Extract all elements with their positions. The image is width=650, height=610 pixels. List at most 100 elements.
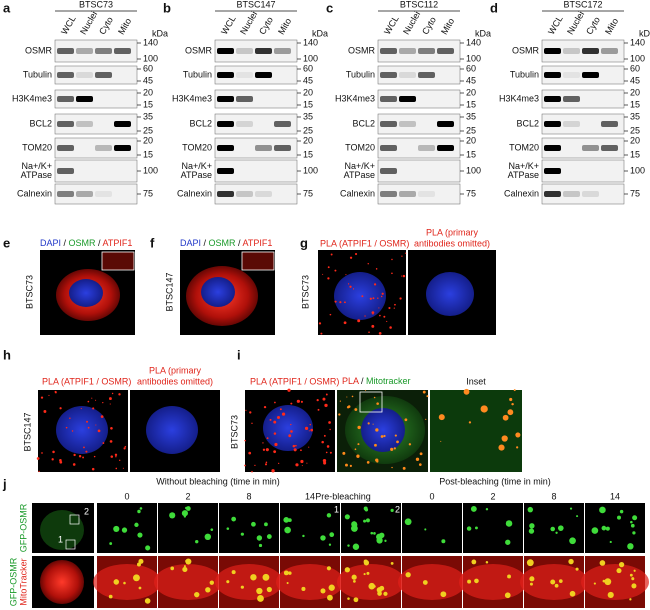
signal-spot xyxy=(123,447,126,450)
frame xyxy=(158,503,218,553)
signal-spot xyxy=(322,458,327,463)
merge-spot xyxy=(474,578,479,584)
gfp-spot xyxy=(441,539,446,544)
signal-spot xyxy=(92,407,95,410)
blot-strip xyxy=(541,137,625,159)
signal-spot xyxy=(95,424,97,426)
gfp-spot xyxy=(195,539,199,544)
band xyxy=(217,72,234,78)
row-label: ATPase xyxy=(508,170,539,180)
signal-spot xyxy=(502,414,509,421)
signal-spot xyxy=(111,392,114,395)
signal-spot xyxy=(300,449,302,452)
signal-spot xyxy=(396,440,399,444)
marker-label: 45 xyxy=(143,75,153,85)
row-label: BCL2 xyxy=(352,118,375,128)
band xyxy=(601,48,618,54)
merge-spot xyxy=(485,560,489,564)
row-label: OSMR xyxy=(348,45,376,55)
marker-label: 75 xyxy=(303,188,313,198)
gfp-spot xyxy=(569,507,573,510)
lane-label: Nuclei xyxy=(565,10,586,37)
merge-spot xyxy=(185,559,188,563)
band xyxy=(563,191,580,197)
lane-label: Cyto xyxy=(97,15,115,36)
signal-spot xyxy=(404,418,408,422)
merge-spot xyxy=(288,571,292,575)
cell-line-label: BTSC147 xyxy=(22,412,32,451)
time-label: 14 xyxy=(305,491,315,501)
signal-spot xyxy=(328,421,331,424)
band xyxy=(95,72,112,78)
signal-spot xyxy=(115,467,118,470)
signal-spot xyxy=(306,462,308,464)
signal-spot xyxy=(72,463,76,466)
signal-spot xyxy=(507,409,514,416)
signal-spot xyxy=(399,297,402,300)
gfp-spot xyxy=(363,519,367,523)
panel-letter: f xyxy=(150,235,155,250)
signal-spot xyxy=(254,464,256,467)
band xyxy=(601,145,618,151)
band xyxy=(399,96,416,102)
signal-spot xyxy=(93,455,96,458)
signal-spot xyxy=(244,464,246,467)
signal-spot xyxy=(322,397,326,401)
merge-spot xyxy=(376,587,383,593)
inset xyxy=(241,251,275,271)
gfp-spot xyxy=(599,506,606,514)
signal-spot xyxy=(271,469,275,473)
merge-spot xyxy=(368,582,376,590)
panel-letter: g xyxy=(300,235,308,250)
band xyxy=(255,191,272,197)
merge-spot xyxy=(575,567,579,571)
gfp-spot xyxy=(609,540,612,544)
signal-spot xyxy=(266,437,269,440)
signal-spot xyxy=(300,459,304,464)
band xyxy=(380,72,397,78)
marker-label: 20 xyxy=(303,135,313,145)
merge-spot xyxy=(629,573,633,577)
band xyxy=(582,48,599,54)
merge-spot xyxy=(262,573,270,581)
signal-spot xyxy=(329,451,332,454)
signal-spot xyxy=(393,447,396,450)
gfp-spot xyxy=(370,531,374,535)
blot-strip xyxy=(377,137,461,159)
gfp-spot xyxy=(329,532,335,538)
roi-label: 1 xyxy=(58,534,63,544)
signal-spot xyxy=(334,269,337,272)
signal-spot xyxy=(373,283,377,286)
gfp-spot xyxy=(258,543,263,548)
merge-spot xyxy=(209,580,214,585)
signal-spot xyxy=(109,397,112,401)
signal-spot xyxy=(296,399,300,403)
signal-spot xyxy=(69,417,71,419)
gfp-spot xyxy=(226,527,230,530)
merge-spot xyxy=(250,574,257,581)
signal-spot xyxy=(43,410,47,413)
merge-spot xyxy=(231,570,236,575)
gfp-spot xyxy=(210,528,214,531)
gfp-spot xyxy=(113,525,120,533)
signal-spot xyxy=(304,426,309,430)
roi-box xyxy=(65,539,76,550)
signal-spot xyxy=(391,272,393,275)
signal-spot xyxy=(365,389,367,391)
signal-spot xyxy=(357,443,360,446)
signal-spot xyxy=(329,428,331,431)
signal-spot xyxy=(52,450,55,454)
band xyxy=(544,72,561,78)
gfp-spot xyxy=(591,527,599,534)
gfp-spot xyxy=(505,539,511,545)
merge-spot xyxy=(363,560,370,566)
gfp-spot xyxy=(376,537,383,544)
band xyxy=(114,48,131,54)
band xyxy=(399,191,416,197)
marker-label: 20 xyxy=(303,87,313,97)
merge-spot xyxy=(347,597,350,600)
gfp-spot xyxy=(344,514,350,520)
gfp-spot xyxy=(470,506,477,512)
marker-label: 75 xyxy=(143,188,153,198)
cell-line-label: BTSC73 xyxy=(300,275,310,309)
